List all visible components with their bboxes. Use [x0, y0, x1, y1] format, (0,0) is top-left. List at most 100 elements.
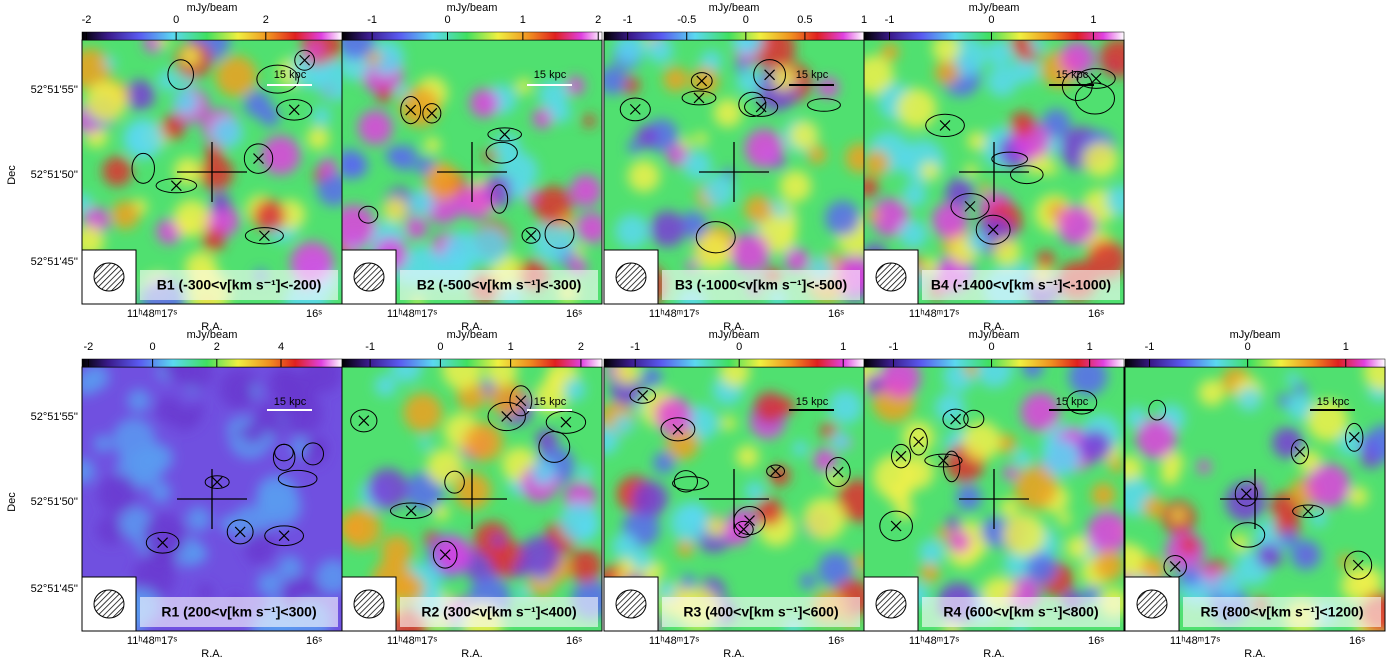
source-marker	[895, 450, 907, 462]
contour	[487, 127, 522, 142]
blob	[1131, 547, 1146, 562]
blob	[1056, 205, 1097, 245]
contour	[544, 219, 575, 249]
blob	[519, 536, 561, 578]
source-marker	[938, 455, 949, 466]
scale-label: 15 kpc	[1056, 69, 1089, 81]
contour	[1345, 422, 1364, 452]
label-box	[922, 270, 1120, 300]
blob	[110, 200, 140, 230]
scale-label: 15 kpc	[1317, 396, 1350, 408]
blob	[307, 41, 324, 58]
contour	[695, 221, 736, 254]
blob	[649, 211, 686, 248]
blob	[124, 80, 155, 111]
blob	[1020, 392, 1060, 432]
source-marker	[1302, 505, 1314, 517]
blob	[84, 81, 127, 123]
beam	[1136, 589, 1168, 619]
blob	[817, 77, 839, 99]
colorbar-tick-label: 0	[173, 14, 179, 26]
blob	[342, 204, 376, 249]
x-tick-label: 11ʰ48ᵐ17ˢ	[649, 308, 699, 320]
colorbar	[603, 31, 865, 41]
x-tick-label: 11ʰ48ᵐ17ˢ	[387, 308, 437, 320]
colorbar-tick-label: 0	[150, 341, 156, 353]
blob	[205, 142, 224, 161]
blob	[630, 548, 653, 572]
blob	[753, 40, 796, 70]
blob	[1140, 556, 1166, 583]
blob	[306, 126, 330, 150]
source-marker	[358, 415, 370, 427]
blob	[799, 573, 816, 590]
colorbar-tick-label: -1	[623, 14, 633, 26]
colorbar	[863, 358, 1125, 368]
beam	[875, 262, 907, 292]
blob	[920, 563, 940, 583]
blob	[845, 143, 864, 174]
blob	[817, 552, 853, 587]
colorbar-tick-label: 0	[437, 341, 443, 353]
blob	[1363, 367, 1385, 391]
blob	[180, 46, 200, 66]
panel-label: B2 (-500<v[km s⁻¹]<-300)	[417, 277, 582, 293]
blob	[392, 144, 418, 171]
panel-label: R4 (600<v[km s⁻¹]<800)	[943, 604, 1098, 620]
label-box	[140, 597, 338, 627]
contour	[485, 141, 518, 164]
colorbar-label: mJy/beam	[447, 2, 498, 14]
colorbar-tick-label: -1	[630, 341, 640, 353]
blob	[305, 436, 328, 459]
blob	[967, 131, 987, 151]
contour	[509, 385, 533, 417]
contour	[753, 59, 786, 91]
contour	[825, 457, 851, 488]
contour	[1148, 399, 1167, 421]
blob	[1125, 455, 1143, 484]
contour	[807, 98, 841, 112]
y-tick-label: 52°51'50''	[31, 169, 78, 181]
contour	[545, 410, 587, 434]
blob	[864, 374, 884, 395]
source-marker	[1294, 446, 1306, 458]
source-marker	[696, 75, 708, 87]
blob	[962, 421, 1001, 461]
blob	[280, 392, 323, 435]
blob	[368, 40, 405, 75]
colorbar	[341, 31, 603, 41]
blob	[1002, 513, 1046, 557]
contour	[733, 520, 754, 538]
y-axis-label: Dec	[6, 492, 18, 512]
blob	[1280, 529, 1298, 547]
contour	[487, 401, 526, 432]
blob	[1306, 463, 1351, 508]
contour	[738, 91, 767, 118]
blob	[82, 193, 93, 213]
source-marker	[405, 505, 417, 517]
colorbar-tick-label: 2	[214, 341, 220, 353]
blob	[996, 433, 1017, 454]
blob	[318, 158, 337, 177]
blob	[1058, 512, 1072, 526]
contour	[975, 214, 1011, 245]
colorbar-tick-label: 2	[595, 14, 601, 26]
x-tick-label: 16ˢ	[306, 635, 322, 647]
colorbar-tick-label: 0	[1245, 341, 1251, 353]
blob	[945, 178, 974, 207]
source-marker	[499, 129, 511, 140]
colorbar-tick-label: 1	[1343, 341, 1349, 353]
center-cross	[699, 469, 769, 529]
blob	[277, 555, 303, 581]
x-tick-label: 16ˢ	[566, 308, 582, 320]
blob	[1294, 382, 1307, 396]
y-axis-label: Dec	[6, 165, 18, 185]
blob	[690, 66, 719, 95]
blob	[157, 40, 170, 48]
blob	[569, 174, 602, 207]
blob	[828, 389, 863, 425]
source-marker	[939, 119, 951, 131]
blob	[531, 460, 556, 485]
blob	[744, 195, 773, 224]
contour	[1344, 550, 1373, 580]
